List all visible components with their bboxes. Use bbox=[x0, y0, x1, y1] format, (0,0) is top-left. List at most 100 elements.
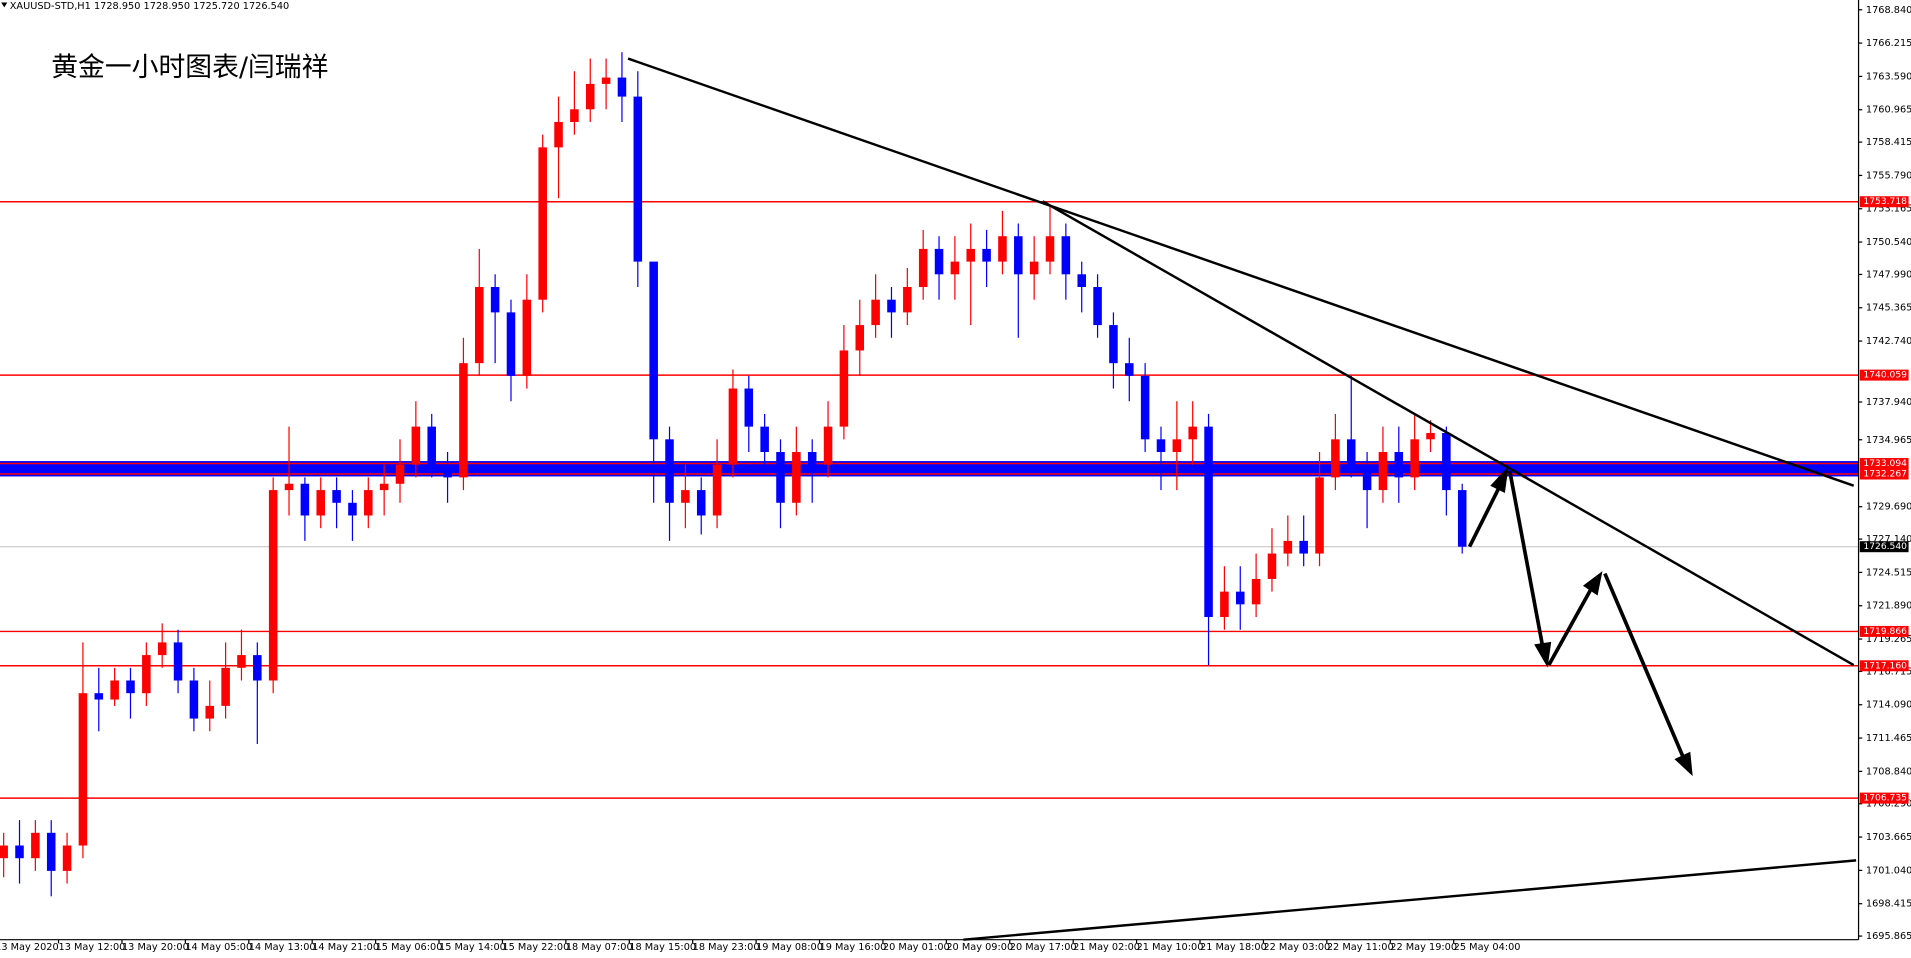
candle-body bbox=[110, 680, 119, 700]
candle-body bbox=[538, 147, 547, 300]
candle-body bbox=[1109, 325, 1118, 364]
candle-body bbox=[792, 452, 801, 503]
level-tag-label: 1732.267 bbox=[1863, 470, 1907, 480]
symbol-header: XAUUSD-STD,H1 1728.950 1728.950 1725.720… bbox=[10, 1, 290, 12]
arrow-head bbox=[1674, 751, 1693, 777]
arrow-head bbox=[1534, 641, 1552, 668]
x-tick-label: 18 May 23:00 bbox=[693, 942, 760, 953]
axes: 1768.840 1766.215 1763.590 1760.965 1758.415… bbox=[0, 5, 1911, 953]
candle-body bbox=[205, 705, 215, 719]
candle-body bbox=[903, 286, 912, 313]
candle-body bbox=[966, 248, 976, 262]
x-tick-label: 14 May 21:00 bbox=[312, 942, 379, 953]
y-tick-label: 1753.165 bbox=[1866, 204, 1911, 215]
candle-body bbox=[506, 312, 516, 376]
candle-body bbox=[379, 483, 389, 491]
candle-body bbox=[601, 77, 611, 84]
level-tag bbox=[1859, 792, 1909, 804]
candle-body bbox=[776, 452, 785, 503]
x-tick-label: 13 May 20:00 bbox=[122, 942, 189, 953]
y-tick-label: 1758.415 bbox=[1866, 137, 1911, 148]
candle-body bbox=[173, 642, 183, 681]
current-price-tag bbox=[1859, 541, 1909, 553]
candle-body bbox=[807, 452, 817, 465]
candle-body bbox=[490, 286, 500, 313]
candle-body bbox=[1188, 426, 1197, 440]
candle-body bbox=[189, 680, 199, 719]
trend-line bbox=[627, 57, 1855, 487]
level-tag-label: 1719.866 bbox=[1863, 627, 1907, 637]
candle-body bbox=[94, 693, 104, 700]
level-tag bbox=[1859, 369, 1909, 381]
x-tick-label: 15 May 22:00 bbox=[502, 942, 569, 953]
y-tick-label: 1708.840 bbox=[1866, 766, 1911, 777]
y-tick-label: 1716.715 bbox=[1866, 666, 1911, 677]
candle-body bbox=[554, 121, 563, 148]
menu-icon[interactable] bbox=[1, 2, 8, 8]
arrow bbox=[1603, 572, 1685, 758]
y-tick-label: 1763.590 bbox=[1866, 71, 1911, 82]
x-tick-label: 19 May 08:00 bbox=[756, 942, 823, 953]
y-tick-label: 1714.090 bbox=[1866, 700, 1911, 711]
y-tick-label: 1706.290 bbox=[1866, 799, 1911, 810]
candle-body bbox=[696, 490, 706, 516]
candle-body bbox=[728, 388, 738, 465]
candle-body bbox=[1410, 439, 1419, 478]
candle-body bbox=[1204, 426, 1213, 618]
candle-body bbox=[1156, 439, 1166, 453]
level-tag-label: 1753.718 bbox=[1863, 197, 1907, 207]
candle-body bbox=[427, 426, 436, 465]
x-tick-label: 21 May 18:00 bbox=[1200, 942, 1267, 953]
candle-body bbox=[570, 109, 579, 122]
x-tick-label: 18 May 15:00 bbox=[629, 942, 696, 953]
arrow bbox=[1547, 587, 1594, 666]
y-tick-label: 1737.940 bbox=[1866, 397, 1911, 408]
candle-body bbox=[126, 680, 135, 694]
candle-body bbox=[681, 490, 690, 503]
y-tick-label: 1766.215 bbox=[1866, 38, 1911, 49]
candle-body bbox=[1077, 274, 1086, 287]
candle-body bbox=[744, 388, 754, 427]
y-tick-label: 1701.040 bbox=[1866, 865, 1911, 876]
candle-body bbox=[78, 693, 88, 846]
candle-body bbox=[300, 483, 310, 516]
candle-body bbox=[1140, 375, 1150, 440]
candle-body bbox=[1251, 578, 1261, 605]
candle-body bbox=[1220, 591, 1229, 618]
candle-body bbox=[411, 426, 421, 465]
candle-body bbox=[998, 236, 1007, 262]
x-tick-label: 15 May 14:00 bbox=[439, 942, 506, 953]
y-tick-label: 1695.865 bbox=[1866, 931, 1911, 942]
candle-body bbox=[522, 299, 532, 376]
x-tick-label: 14 May 05:00 bbox=[185, 942, 252, 953]
level-tag bbox=[1859, 196, 1909, 208]
candle-body bbox=[918, 248, 928, 287]
trend-line bbox=[1042, 200, 1855, 667]
candle-body bbox=[839, 350, 849, 427]
y-tick-label: 1703.665 bbox=[1866, 832, 1911, 843]
candle-body bbox=[1457, 490, 1467, 547]
y-tick-label: 1768.840 bbox=[1866, 5, 1911, 16]
x-tick-label: 21 May 10:00 bbox=[1137, 942, 1204, 953]
candle-body bbox=[665, 439, 674, 503]
candle-body bbox=[1029, 261, 1039, 275]
level-tag bbox=[1859, 458, 1909, 470]
candle-body bbox=[823, 426, 833, 465]
candle-body bbox=[62, 845, 72, 871]
level-tag-label: 1740.059 bbox=[1863, 371, 1907, 381]
candle-body bbox=[934, 248, 944, 275]
candle-body bbox=[0, 845, 8, 859]
candle-body bbox=[268, 490, 278, 681]
x-tick-label: 13 May 2020 bbox=[0, 942, 59, 953]
level-tag-label: 1706.735 bbox=[1863, 794, 1907, 804]
candle-body bbox=[316, 490, 326, 516]
arrow-head bbox=[1582, 571, 1603, 596]
candle-body bbox=[617, 77, 627, 97]
candle-body bbox=[585, 83, 595, 110]
candle-body bbox=[712, 464, 722, 516]
candle-body bbox=[1315, 477, 1324, 554]
level-tag-label: 1733.094 bbox=[1863, 459, 1907, 469]
y-tick-label: 1747.990 bbox=[1866, 269, 1911, 280]
y-tick-label: 1729.690 bbox=[1866, 502, 1911, 513]
